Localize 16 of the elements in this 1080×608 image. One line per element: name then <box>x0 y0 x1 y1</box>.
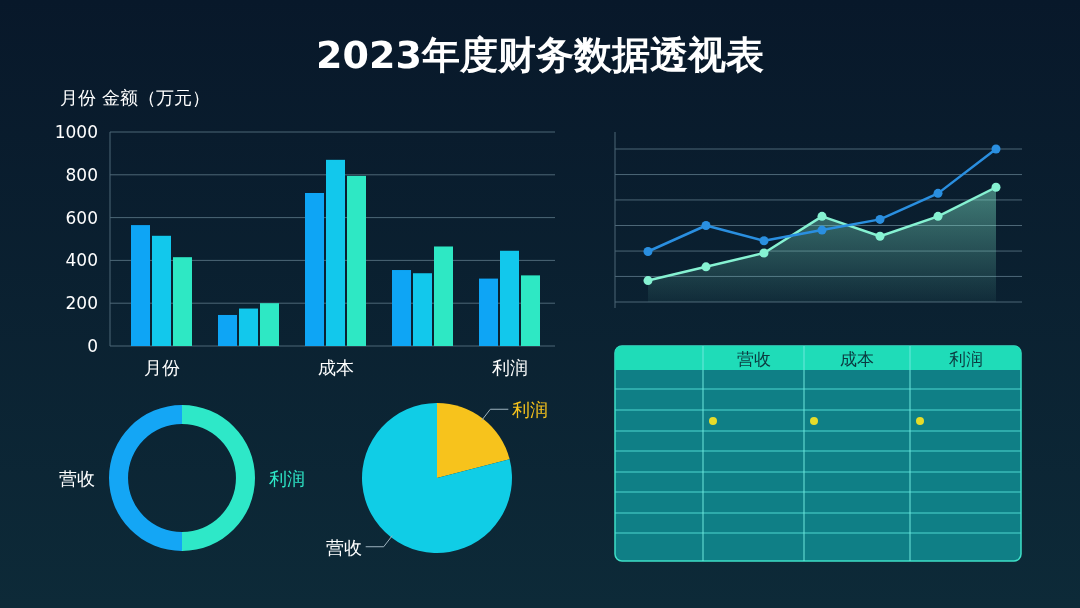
y-tick-label: 800 <box>65 164 98 185</box>
slice-label: 营收 <box>59 468 95 489</box>
chart-title: 2023年度财务数据透视表 <box>316 33 764 77</box>
y-tick-label: 0 <box>87 336 98 356</box>
y-tick-label: 200 <box>65 293 98 314</box>
x-tick-label: 利润 <box>491 357 528 378</box>
slice-label: 营收 <box>325 536 362 558</box>
x-tick-label: 成本 <box>317 357 354 378</box>
category-label: 营收 <box>736 349 771 369</box>
y-tick-label: 1000 <box>54 122 98 142</box>
slice-label: 利润 <box>269 468 305 489</box>
y-axis-title: 月份 金额（万元） <box>60 87 210 108</box>
y-tick-label: 400 <box>65 250 98 271</box>
x-tick-label: 月份 <box>143 357 180 378</box>
slice-label: 利润 <box>512 399 549 421</box>
y-tick-label: 600 <box>65 207 98 228</box>
